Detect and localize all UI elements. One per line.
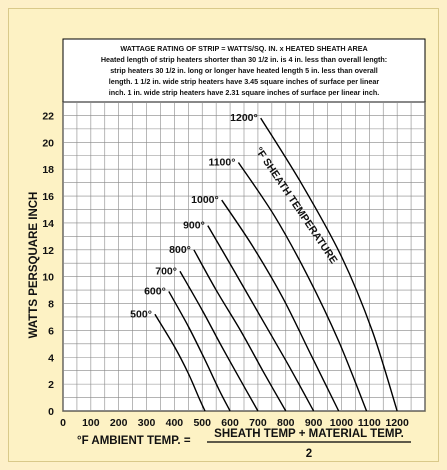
y-tick-label: 12: [42, 245, 54, 257]
note-line: strip heaters 30 1/2 in. long or longer …: [110, 66, 378, 75]
note-line: length. 1 1/2 in. wide strip heaters hav…: [109, 77, 380, 86]
y-axis-label: WATTS PERSQUARE INCH: [28, 192, 40, 339]
curve-label: 900°: [183, 220, 205, 232]
y-tick-label: 18: [42, 164, 54, 176]
x-axis-label-numerator: SHEATH TEMP + MATERIAL TEMP.: [214, 428, 404, 440]
sheath-temp-curve: [179, 270, 259, 412]
y-tick-label: 6: [48, 325, 54, 337]
sheath-temp-curve: [168, 291, 231, 412]
y-tick-label: 22: [42, 110, 54, 122]
chart-frame: WATTAGE RATING OF STRIP = WATTS/SQ. IN. …: [8, 8, 439, 462]
sheath-temp-curve: [221, 199, 340, 412]
y-tick-label: 0: [48, 406, 54, 418]
x-tick-label: 800: [277, 417, 295, 429]
x-tick-label: 700: [249, 417, 267, 429]
x-axis-label-denominator: 2: [306, 448, 312, 460]
y-tick-label: 2: [48, 379, 54, 391]
note-line: Heated length of strip heaters shorter t…: [101, 55, 387, 64]
y-tick-label: 14: [42, 218, 54, 230]
y-tick-label: 16: [42, 191, 54, 203]
x-tick-label: 900: [305, 417, 323, 429]
curve-label: 700°: [155, 265, 177, 277]
y-tick-labels: 0 2 4 6 8 10 12 14 16 18 20 22: [42, 110, 54, 418]
info-note: WATTAGE RATING OF STRIP = WATTS/SQ. IN. …: [101, 44, 387, 97]
x-tick-label: 600: [221, 417, 239, 429]
x-tick-label: 100: [82, 417, 100, 429]
y-tick-label: 4: [48, 352, 54, 364]
curve-label: 1000°: [191, 194, 219, 206]
x-tick-label: 1000: [330, 417, 354, 429]
sheath-temp-curve: [237, 162, 368, 412]
x-tick-label: 300: [138, 417, 156, 429]
x-tick-label: 1100: [358, 417, 381, 429]
curve-label: 1200°: [230, 112, 258, 124]
strip-heater-chart: WATTAGE RATING OF STRIP = WATTS/SQ. IN. …: [28, 38, 426, 460]
x-tick-label: 1200: [385, 417, 409, 429]
note-line: WATTAGE RATING OF STRIP = WATTS/SQ. IN. …: [120, 44, 367, 53]
x-tick-label: 400: [166, 417, 184, 429]
grid: [62, 101, 426, 412]
curve-label: 600°: [144, 285, 166, 297]
curve-label: 800°: [169, 244, 191, 256]
curve-label: 1100°: [208, 156, 235, 168]
y-tick-label: 20: [42, 137, 54, 149]
y-tick-label: 8: [48, 299, 54, 311]
sheath-temp-curve: [154, 313, 206, 412]
curves: 500° 600° 700° 800° 900° 1000° 1100° 1200°: [130, 112, 398, 412]
sheath-temp-curve: [193, 249, 287, 412]
x-tick-labels: 0 100 200 300 400 500 600 700 800 900 1000 1100 1200: [60, 417, 409, 429]
y-tick-label: 10: [42, 272, 54, 284]
x-tick-label: 200: [110, 417, 128, 429]
sheath-temp-curve: [207, 225, 315, 412]
x-axis-label-prefix: °F AMBIENT TEMP. =: [77, 435, 191, 447]
info-box: [62, 38, 426, 103]
sheath-temp-curve: [260, 117, 398, 412]
note-line: inch. 1 in. wide strip heaters have 2.31…: [109, 88, 379, 97]
x-tick-label: 500: [193, 417, 211, 429]
curve-label: 500°: [130, 308, 152, 320]
x-tick-label: 0: [60, 417, 66, 429]
